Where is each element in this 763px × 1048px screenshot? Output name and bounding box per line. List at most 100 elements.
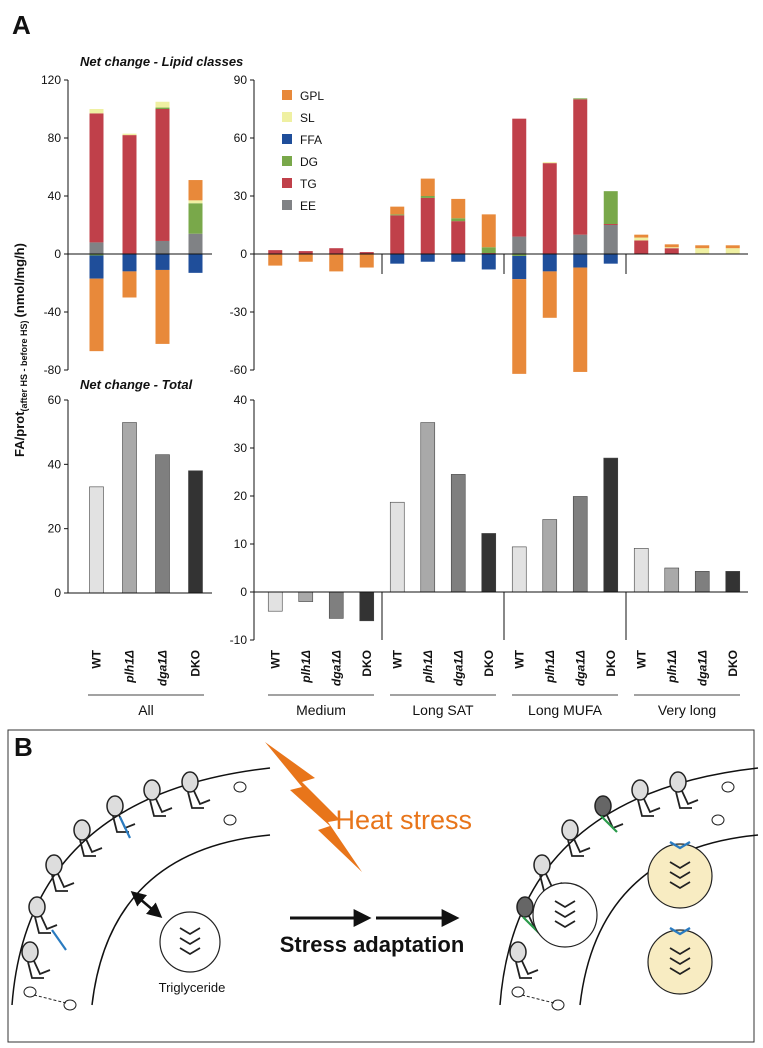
lipid-pair xyxy=(721,781,735,793)
bar-segment xyxy=(122,271,137,298)
lipid xyxy=(21,941,51,979)
bar-segment xyxy=(695,245,710,249)
bar-segment xyxy=(420,196,435,198)
bar-segment xyxy=(481,214,496,248)
y-tick-label: 120 xyxy=(41,73,61,87)
legend-swatch xyxy=(282,156,292,166)
y-tick-label: 20 xyxy=(48,522,62,536)
lipid-pair xyxy=(63,999,77,1011)
bar-segment xyxy=(512,236,527,254)
y-label-sub: (after HS - before HS) xyxy=(19,320,29,411)
bar-segment xyxy=(390,214,405,216)
y-tick-label: 80 xyxy=(48,131,62,145)
bar-segment xyxy=(155,107,170,109)
bar xyxy=(633,548,649,593)
membrane-right xyxy=(499,767,759,1011)
x-tick-label: WT xyxy=(512,649,526,668)
lightning xyxy=(265,742,362,872)
tg-droplet-new xyxy=(647,843,713,909)
bar-segment xyxy=(512,279,527,374)
y-label-unit: (nmol/mg/h) xyxy=(12,243,27,317)
bar-segment xyxy=(481,254,496,270)
x-tick-label: DKO xyxy=(360,650,374,677)
bar-segment xyxy=(420,178,435,196)
legend-label: GPL xyxy=(300,89,324,103)
bar-segment xyxy=(542,271,557,318)
bar xyxy=(481,533,497,593)
bar-segment xyxy=(390,215,405,254)
tail-highlight xyxy=(669,840,691,850)
bar-segment xyxy=(634,234,649,238)
bar-segment xyxy=(512,254,527,256)
y-tick-label: 40 xyxy=(48,189,62,203)
y-tick-label: 10 xyxy=(234,537,248,551)
tail-highlight xyxy=(119,816,131,839)
lipid-pair xyxy=(511,986,525,998)
bar-segment xyxy=(298,251,313,254)
bar-segment xyxy=(359,252,374,254)
lipid xyxy=(631,779,661,817)
lipid-pair xyxy=(23,986,37,998)
bar-segment xyxy=(573,234,588,254)
group-label: All xyxy=(138,702,154,718)
bar-segment xyxy=(420,197,435,254)
bar-segment xyxy=(512,255,527,280)
bar-segment xyxy=(542,254,557,272)
bar-segment xyxy=(725,245,740,249)
bar-segment xyxy=(359,254,374,268)
lipid xyxy=(181,771,211,809)
bar-segment xyxy=(188,200,203,204)
membrane-left xyxy=(11,767,271,1011)
x-tick-label: WT xyxy=(634,649,648,668)
y-tick-label: -10 xyxy=(230,633,248,647)
bar xyxy=(155,454,170,594)
chart-title: Net change - Total xyxy=(80,377,193,392)
lipid-tail xyxy=(33,994,67,1004)
x-tick-label: plh1Δ xyxy=(421,650,435,684)
lipid-pair xyxy=(233,781,247,793)
bar-segment xyxy=(89,278,104,352)
y-axis-label: FA/prot(after HS - before HS) (nmol/mg/h) xyxy=(12,243,29,457)
bar-segment xyxy=(188,254,203,273)
bar-segment xyxy=(329,248,344,254)
y-tick-label: 0 xyxy=(54,586,61,600)
bar-segment xyxy=(451,254,466,262)
bar-segment xyxy=(634,240,649,254)
x-tick-label: plh1Δ xyxy=(299,650,313,684)
y-tick-label: -30 xyxy=(230,305,248,319)
bar xyxy=(89,486,104,594)
bar-segment xyxy=(512,118,527,237)
lipid-pair xyxy=(223,814,237,826)
bar-segment xyxy=(603,225,618,254)
bar xyxy=(122,422,137,594)
lipid xyxy=(28,896,58,934)
x-tick-label: WT xyxy=(390,649,404,668)
bar xyxy=(694,571,710,593)
bar xyxy=(542,519,558,593)
lipid xyxy=(509,941,539,979)
tail-highlight xyxy=(51,929,67,951)
legend-label: TG xyxy=(300,177,317,191)
bar-segment xyxy=(188,180,203,201)
bar xyxy=(359,591,375,622)
bar xyxy=(511,546,527,593)
y-tick-label: 60 xyxy=(234,131,248,145)
bar xyxy=(298,591,314,602)
bar xyxy=(603,457,619,593)
bar-segment xyxy=(89,113,104,243)
bar-segment xyxy=(603,224,618,225)
x-tick-label: plh1Δ xyxy=(123,650,137,684)
panel-b-frame xyxy=(7,729,755,1043)
legend-label: FFA xyxy=(300,133,322,147)
bar-segment xyxy=(89,254,104,256)
bar-segment xyxy=(603,191,618,225)
y-tick-label: -40 xyxy=(44,305,62,319)
legend-label: SL xyxy=(300,111,315,125)
y-tick-label: 30 xyxy=(234,441,248,455)
tg-label: Triglyceride xyxy=(159,980,226,995)
tg-droplet-new xyxy=(647,929,713,995)
y-tick-label: 90 xyxy=(234,73,248,87)
bar-segment xyxy=(573,99,588,235)
y-tick-label: 0 xyxy=(54,247,61,261)
bar xyxy=(267,591,283,612)
